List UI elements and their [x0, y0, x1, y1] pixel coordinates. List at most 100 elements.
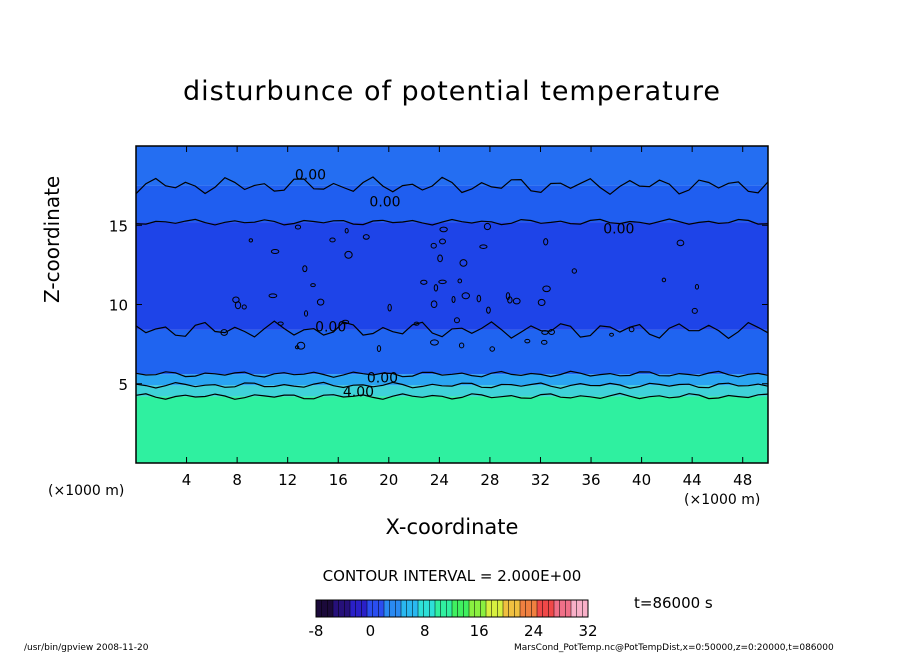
- contour-blob: [458, 342, 465, 349]
- colorbar-strip: [542, 600, 549, 617]
- contour-blob: [476, 294, 482, 303]
- x-tick-label: 32: [531, 471, 550, 489]
- colorbar-strip: [361, 600, 368, 617]
- contour-blob: [310, 283, 316, 288]
- contour-blob: [661, 277, 667, 283]
- x-tick-label: 44: [683, 471, 702, 489]
- contour-label: 0.00: [315, 320, 346, 336]
- contour-blob: [461, 292, 470, 300]
- colorbar-strip: [537, 600, 544, 617]
- contour-blob: [234, 301, 242, 310]
- colorbar-strip: [508, 600, 515, 617]
- contour-blob: [505, 292, 511, 301]
- contour-blob: [543, 238, 549, 246]
- x-tick-label: 36: [581, 471, 600, 489]
- x-tick-label: 28: [480, 471, 499, 489]
- colorbar-tick-label: 8: [420, 622, 430, 640]
- colorbar-strip: [559, 600, 566, 617]
- colorbar-strip: [378, 600, 385, 617]
- contour-blob: [691, 307, 698, 314]
- colorbar-strip: [474, 600, 481, 617]
- colorbar-strip: [423, 600, 430, 617]
- colorbar-strip: [576, 600, 583, 617]
- x-tick-label: 12: [278, 471, 297, 489]
- contour-line-0: [135, 392, 769, 400]
- x-tick-label: 8: [232, 471, 242, 489]
- contour-blob: [341, 319, 350, 325]
- colorbar-strip: [565, 600, 572, 617]
- contour-blob: [524, 338, 531, 344]
- contour-blob: [433, 284, 439, 292]
- contour-line-4: [135, 218, 769, 226]
- x-tick-label: 24: [430, 471, 449, 489]
- heatmap-layer-6: [136, 146, 768, 186]
- colorbar-strip: [452, 600, 459, 617]
- contour-blob: [439, 226, 448, 233]
- colorbar-strip: [367, 600, 374, 617]
- colorbar-strip: [327, 600, 334, 617]
- colorbar-strip: [469, 600, 476, 617]
- colorbar-strip: [531, 600, 538, 617]
- colorbar-frame: [315, 599, 589, 618]
- heatmap-layer-1: [136, 385, 768, 397]
- colorbar-strip: [350, 600, 357, 617]
- colorbar-strip: [338, 600, 345, 617]
- contour-blob: [542, 285, 551, 293]
- colorbar-strip: [520, 600, 527, 617]
- contour-blob: [609, 332, 614, 337]
- contour-blob: [420, 279, 428, 285]
- contour-interval: CONTOUR INTERVAL = 2.000E+00: [322, 567, 582, 585]
- contour-blob: [387, 303, 392, 312]
- contour-label: 0.00: [369, 194, 400, 210]
- x-tick-label: 20: [379, 471, 398, 489]
- contour-blob: [329, 237, 336, 243]
- contour-blob: [362, 234, 370, 240]
- time-label: t=86000 s: [634, 594, 713, 612]
- contour-blob: [486, 306, 491, 314]
- x-tick-label: 40: [632, 471, 651, 489]
- colorbar-tick-label: 32: [578, 622, 597, 640]
- contour-blob: [439, 238, 446, 245]
- contour-blob: [537, 298, 546, 306]
- contour-blob: [303, 310, 309, 317]
- colorbar-tick-label: -8: [309, 622, 324, 640]
- contour-blob: [459, 259, 468, 267]
- contour-blob: [302, 265, 308, 273]
- colorbar-strip: [554, 600, 561, 617]
- contour-blob: [294, 224, 302, 230]
- footer-right: MarsCond_PotTemp.nc@PotTempDist,x=0:5000…: [514, 643, 834, 653]
- contour-label: 0.00: [603, 221, 634, 237]
- contour-label: 0.00: [367, 370, 398, 386]
- x-tick-label: 16: [329, 471, 348, 489]
- contour-blob: [430, 300, 438, 309]
- contour-blob: [316, 298, 325, 306]
- heatmap-layer-4: [136, 222, 768, 330]
- colorbar-strip: [548, 600, 555, 617]
- colorbar-strip: [486, 600, 493, 617]
- heatmap-layer-2: [136, 374, 768, 386]
- colorbar-strip: [418, 600, 425, 617]
- colorbar-strip: [372, 600, 379, 617]
- colorbar-strip: [480, 600, 487, 617]
- colorbar-tick-label: 0: [366, 622, 376, 640]
- contour-line-3: [135, 320, 769, 340]
- contour-line-2: [135, 370, 769, 378]
- colorbar-strip: [429, 600, 436, 617]
- colorbar-strip: [525, 600, 532, 617]
- contour-blob: [376, 345, 382, 353]
- x-tick-label: 4: [182, 471, 192, 489]
- colorbar-strip: [440, 600, 447, 617]
- contour-blob: [457, 278, 463, 284]
- colorbar-strip: [406, 600, 413, 617]
- contour-blob-group: [220, 222, 700, 353]
- colorbar-strip: [389, 600, 396, 617]
- x-axis-label: X-coordinate: [385, 515, 519, 539]
- colorbar-strip: [333, 600, 340, 617]
- contour-blob: [241, 304, 247, 310]
- contour-blob: [294, 345, 300, 350]
- colorbar-strip: [491, 600, 498, 617]
- colorbar-strip: [497, 600, 504, 617]
- colorbar-strip: [316, 600, 323, 617]
